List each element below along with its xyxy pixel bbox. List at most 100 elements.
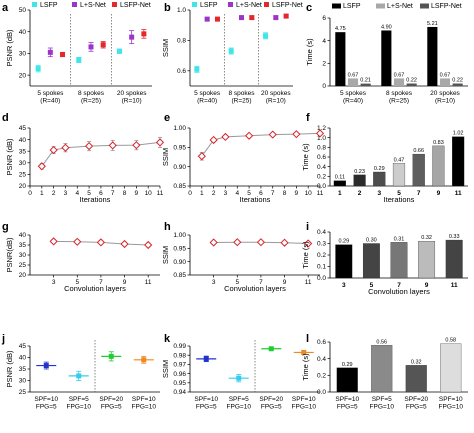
data-point xyxy=(249,15,255,21)
y-tick-label: 20 xyxy=(19,183,27,190)
x-category-label: 9 xyxy=(425,282,429,289)
data-point xyxy=(35,66,41,72)
y-tick-label: 4 xyxy=(322,38,326,45)
data-point xyxy=(108,353,114,359)
bar xyxy=(371,345,393,393)
bar-value-label: 0.67 xyxy=(394,72,405,78)
x-tick-label: 6 xyxy=(99,190,103,197)
bar-value-label: 0.33 xyxy=(449,234,460,240)
x-tick-label: 9 xyxy=(123,279,127,286)
x-tick-label: 3 xyxy=(224,190,228,197)
x-category-label-line2: (R=10) xyxy=(266,98,286,105)
data-point xyxy=(37,162,46,171)
y-tick-label: 0.95 xyxy=(173,145,186,152)
bar xyxy=(336,367,358,393)
x-tick-label: 10 xyxy=(305,190,313,197)
panel-e: e 0.85 0.90 0.95 1.00 SSIM 0 1 2 3 4 5 6 7 8 9 10 11 Itera… xyxy=(161,112,325,204)
x-category-label: 7 xyxy=(417,190,421,197)
x-tick-label: 8 xyxy=(123,190,127,197)
bar xyxy=(432,145,445,187)
bar xyxy=(393,78,405,86)
data-point xyxy=(221,132,230,141)
x-category-label-line1: 20 spokes xyxy=(117,90,147,97)
bar xyxy=(335,244,353,279)
x-tick-label: 11 xyxy=(157,190,164,197)
y-tick-label: 1.0 xyxy=(177,7,186,14)
data-point xyxy=(233,238,242,247)
y-tick-label: 0.4 xyxy=(317,164,326,171)
bar xyxy=(360,83,371,86)
legend-swatch xyxy=(420,3,429,9)
bar xyxy=(418,241,436,279)
y-axis-label: Time (s) xyxy=(301,353,310,381)
bar xyxy=(405,365,427,393)
x-category-label-line2: FPG=10 xyxy=(227,404,252,411)
x-tick-label: 1 xyxy=(40,190,44,197)
panel-letter: d xyxy=(2,112,9,124)
data-point xyxy=(73,237,82,246)
bar-value-label: 0.29 xyxy=(342,362,353,368)
data-point xyxy=(141,357,147,363)
x-tick-label: 1 xyxy=(200,190,204,197)
legend-swatch xyxy=(72,2,77,7)
bar-value-label: 4.90 xyxy=(381,24,392,30)
panel-letter: g xyxy=(2,221,9,233)
x-tick-label: 7 xyxy=(271,190,275,197)
data-point xyxy=(239,15,244,21)
data-point xyxy=(49,237,58,246)
bar-value-label: 0.83 xyxy=(433,140,444,146)
y-tick-label: 0.95 xyxy=(173,380,186,387)
data-point xyxy=(228,48,234,54)
data-point xyxy=(209,238,218,247)
legend-label: LSFP xyxy=(343,3,361,10)
y-tick-label: 1.0 xyxy=(317,135,326,142)
panel-letter: k xyxy=(164,333,171,345)
y-axis-label: SSIM xyxy=(161,148,170,166)
bar-value-label: 0.11 xyxy=(335,175,345,181)
y-tick-label: 0.96 xyxy=(173,371,186,378)
x-category-label-line1: 20 spokes xyxy=(261,90,291,97)
panel-letter: h xyxy=(164,221,171,233)
y-tick-label: 0.2 xyxy=(317,174,326,181)
x-category-label-line2: (R=40) xyxy=(197,98,217,105)
legend-swatch xyxy=(228,2,233,7)
y-tick-label: 1.2 xyxy=(317,125,326,132)
data-point xyxy=(49,145,58,155)
bar-value-label: 1.02 xyxy=(453,131,464,137)
data-point xyxy=(76,57,82,63)
y-tick-label: 2 xyxy=(322,61,326,68)
x-tick-label: 7 xyxy=(259,279,263,286)
bar-value-label: 0.32 xyxy=(411,359,422,365)
panel-letter: f xyxy=(306,112,310,124)
legend-swatch xyxy=(192,2,197,7)
x-category-label: 11 xyxy=(455,190,462,197)
data-point xyxy=(88,44,94,50)
x-axis-label: Convolution layers xyxy=(224,284,286,293)
bar-value-label: 0.22 xyxy=(406,78,417,84)
x-tick-label: 3 xyxy=(52,279,56,286)
x-category-label-line1: SPF=10 xyxy=(132,396,156,403)
x-axis-label: Convolution layers xyxy=(368,287,430,296)
x-tick-label: 7 xyxy=(99,279,103,286)
y-tick-label: 0.4 xyxy=(317,229,326,236)
x-tick-label: 4 xyxy=(75,190,79,197)
x-category-label: 7 xyxy=(397,282,401,289)
data-point xyxy=(84,141,94,151)
y-tick-label: 0.85 xyxy=(173,183,186,190)
data-point xyxy=(280,238,289,247)
x-category-label-line2: FPG=10 xyxy=(67,404,92,411)
data-point xyxy=(194,66,200,72)
x-tick-label: 8 xyxy=(283,190,287,197)
x-category-label-line1: SPF=5 xyxy=(372,396,392,403)
x-category-label-line1: SPF=10 xyxy=(34,396,58,403)
x-tick-label: 2 xyxy=(52,190,56,197)
y-tick-label: 0.90 xyxy=(173,259,186,266)
y-tick-label: 0.1 xyxy=(317,264,326,271)
y-tick-label: 30 xyxy=(19,252,27,259)
bar-value-label: 0.67 xyxy=(440,72,451,78)
data-point xyxy=(283,13,289,19)
series-line xyxy=(41,141,161,167)
bar-value-label: 0.58 xyxy=(445,338,456,344)
data-point xyxy=(315,129,325,138)
legend-label: LSFP-Net xyxy=(120,2,151,9)
